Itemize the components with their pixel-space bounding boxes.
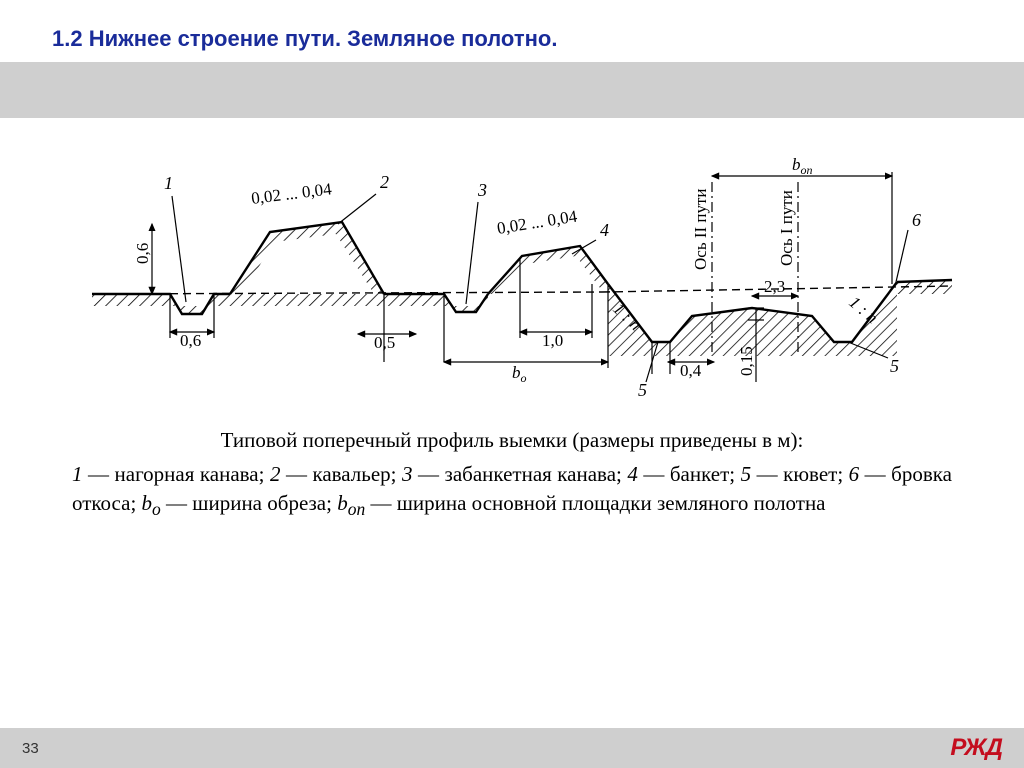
dim-t-bo: bо bbox=[512, 363, 527, 385]
axis-label-2: Ось II пути bbox=[691, 188, 710, 270]
hatch-banquet bbox=[488, 246, 608, 294]
hatch-cavalier-base bbox=[230, 294, 384, 306]
dim-t-0.15: 0,15 bbox=[737, 346, 756, 376]
label-5r: 5 bbox=[890, 356, 899, 376]
axis-label-1: Ось I пути bbox=[777, 190, 796, 266]
leader-2 bbox=[338, 194, 376, 224]
dim-t-1.0: 1,0 bbox=[542, 331, 563, 350]
slope-right: 0,02 ... 0,04 bbox=[496, 206, 579, 237]
leader-6 bbox=[896, 230, 908, 282]
label-5l: 5 bbox=[638, 380, 647, 400]
label-3: 3 bbox=[477, 180, 487, 200]
leader-1 bbox=[172, 196, 186, 302]
dim-t-bop: bоп bbox=[792, 155, 813, 177]
caption: Типовой поперечный профиль выемки (разме… bbox=[72, 426, 952, 522]
footer: 33 РЖД bbox=[0, 728, 1024, 768]
hatch-1 bbox=[92, 294, 230, 314]
dim-t-2.3: 2,3 bbox=[764, 277, 785, 296]
slope-left: 0,02 ... 0,04 bbox=[250, 179, 333, 208]
header-strip bbox=[0, 62, 1024, 118]
label-2: 2 bbox=[380, 172, 389, 192]
header: 1.2 Нижнее строение пути. Земляное полот… bbox=[0, 0, 1024, 118]
dim-t-0.6v: 0,6 bbox=[133, 243, 152, 264]
leader-3 bbox=[466, 202, 478, 304]
caption-body: 1 — нагорная канава; 2 — кавальер; 3 — з… bbox=[72, 460, 952, 521]
dim-t-0.6h: 0,6 bbox=[180, 331, 201, 350]
caption-title: Типовой поперечный профиль выемки (разме… bbox=[72, 426, 952, 454]
hatch-3 bbox=[384, 294, 488, 312]
label-6: 6 bbox=[912, 210, 921, 230]
hatch-right bbox=[897, 280, 952, 294]
cross-section-diagram: 1 2 3 4 5 5 6 0,02 ... 0,04 0,02 ... 0,0… bbox=[52, 144, 972, 414]
diagram-container: 1 2 3 4 5 5 6 0,02 ... 0,04 0,02 ... 0,0… bbox=[0, 144, 1024, 522]
label-4: 4 bbox=[600, 220, 609, 240]
dim-t-0.5: 0,5 bbox=[374, 333, 395, 352]
dim-t-0.4: 0,4 bbox=[680, 361, 702, 380]
page-number: 33 bbox=[22, 740, 39, 757]
logo-rzd: РЖД bbox=[950, 734, 1002, 762]
page-title: 1.2 Нижнее строение пути. Земляное полот… bbox=[0, 0, 1024, 62]
label-1: 1 bbox=[164, 173, 173, 193]
